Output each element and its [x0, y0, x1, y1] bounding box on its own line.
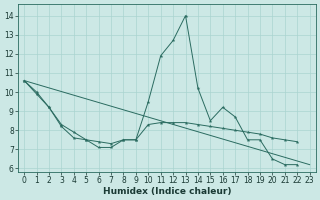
- X-axis label: Humidex (Indice chaleur): Humidex (Indice chaleur): [103, 187, 231, 196]
